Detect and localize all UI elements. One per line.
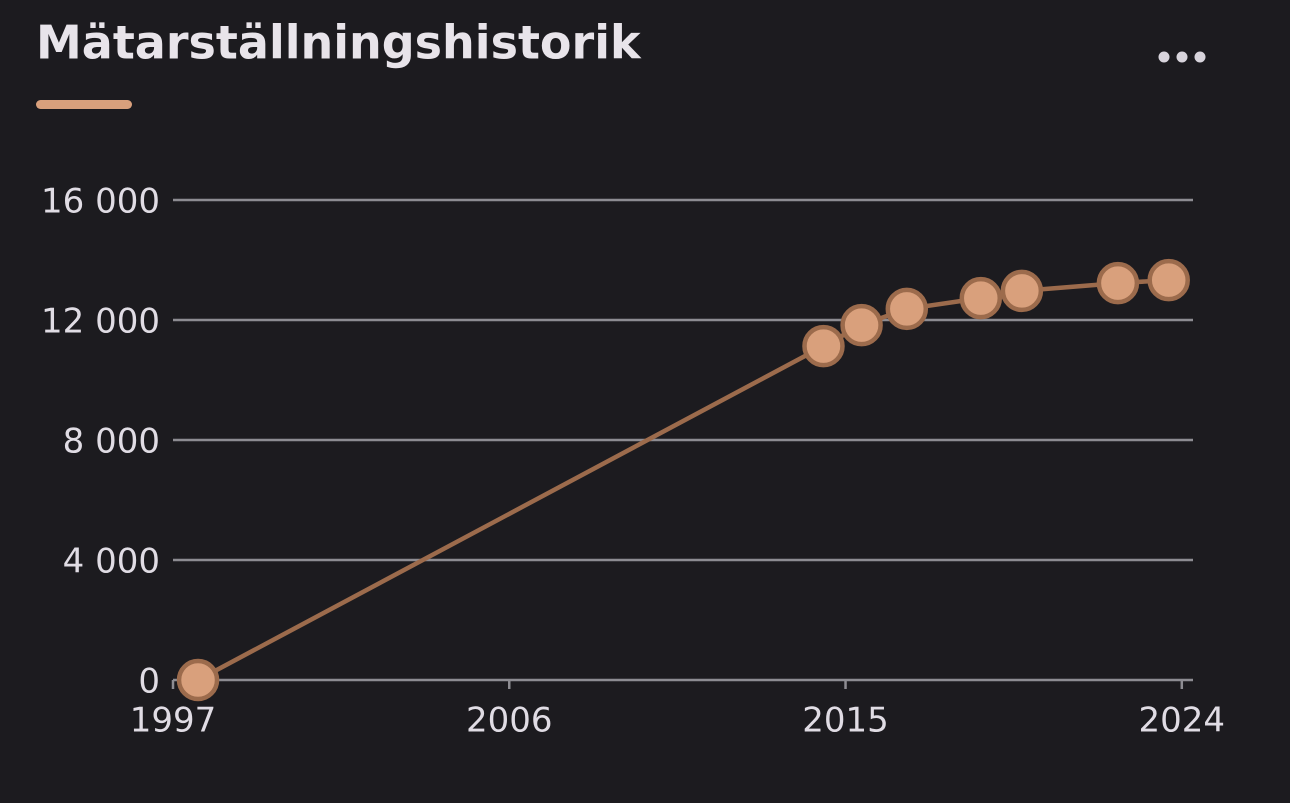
x-tick-label: 1997 [130,701,217,741]
x-tick-label: 2024 [1139,701,1226,741]
point-marker [802,324,845,368]
y-tick-label: 0 [138,662,160,702]
point-marker [1000,269,1044,313]
point-marker [1096,261,1140,305]
menu-dot[interactable] [1176,51,1188,63]
y-tick-label: 12 000 [41,302,160,342]
point-marker [885,287,929,331]
y-tick-label: 16 000 [41,182,160,222]
x-tick-label: 2006 [466,701,553,741]
menu-dot[interactable] [1194,51,1206,63]
title-accent [36,100,132,109]
chart-title: Mätarställningshistorik [36,16,642,70]
point-marker [176,658,220,702]
menu-button[interactable] [1158,51,1206,63]
point-marker [959,276,1003,320]
x-tick-label: 2015 [802,701,889,741]
point-marker [1147,258,1190,302]
point-marker [840,303,883,347]
y-tick-label: 8 000 [63,422,160,462]
menu-dot[interactable] [1158,51,1170,63]
y-tick-label: 4 000 [63,542,160,582]
